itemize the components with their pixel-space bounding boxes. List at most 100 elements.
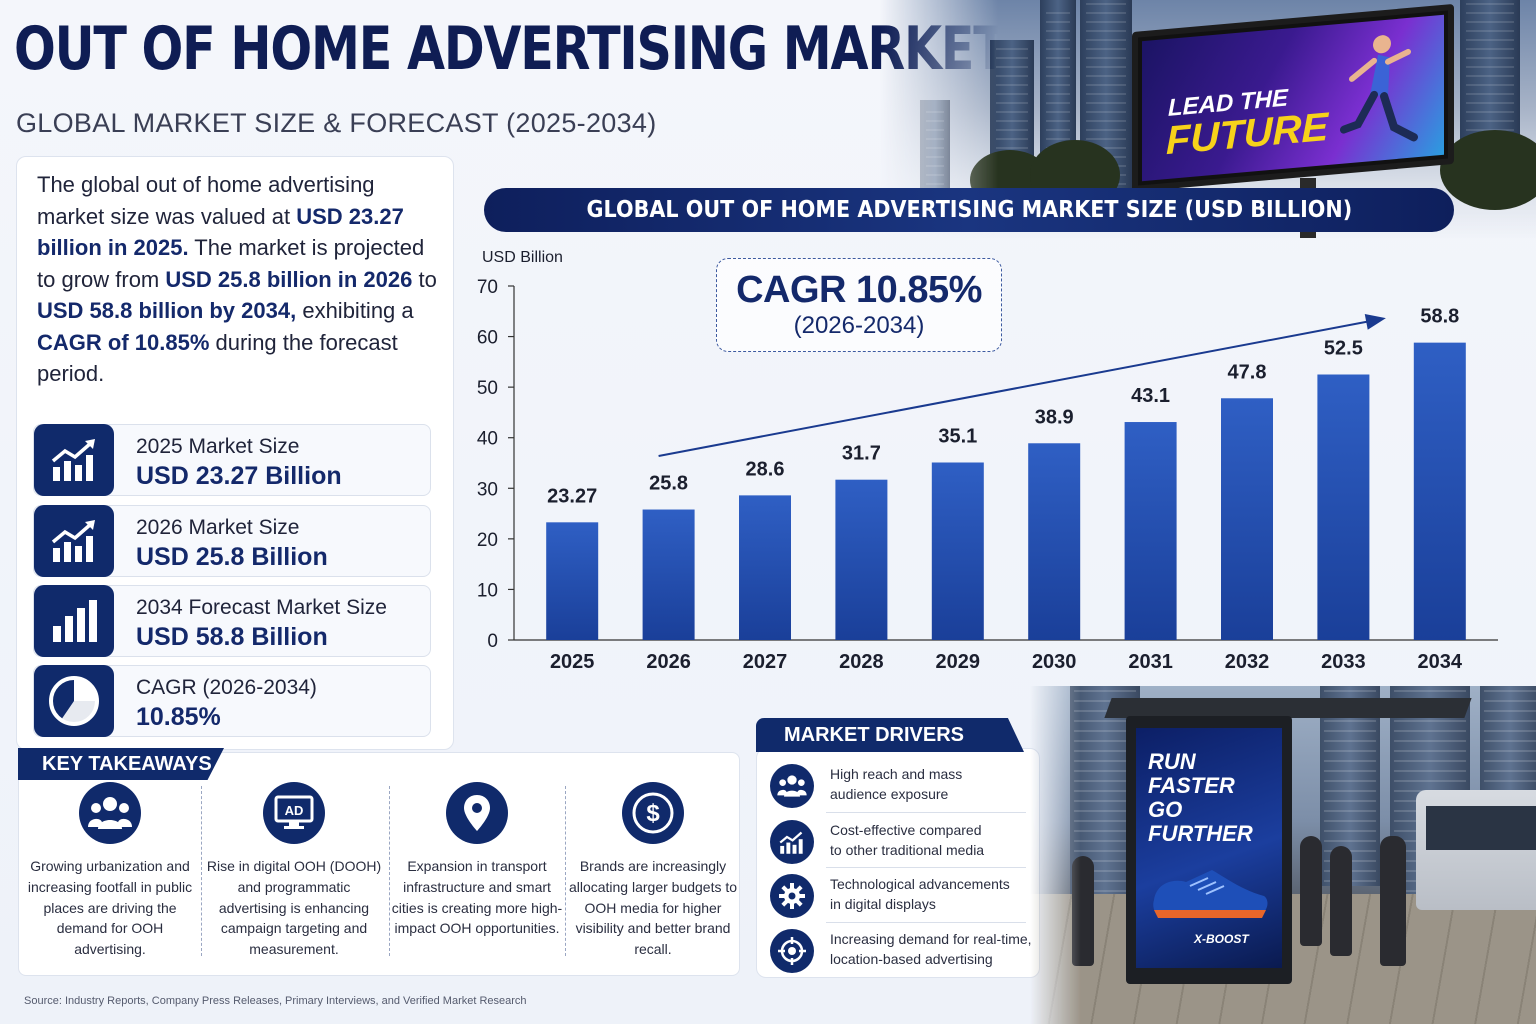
poster-text: FASTER (1148, 773, 1235, 798)
divider (389, 786, 390, 956)
y-tick-label: 60 (477, 328, 498, 349)
bar-2034 (1413, 342, 1466, 640)
market-drivers-header: MARKET DRIVERS (756, 718, 1024, 752)
stat-label: 2034 Forecast Market Size (136, 596, 387, 619)
dollar-coin-icon: $ (622, 782, 684, 844)
cost-chart-icon (770, 820, 814, 864)
cagr-trend-line (658, 317, 1383, 457)
x-tick-label: 2033 (1321, 651, 1366, 673)
people-group-icon (79, 782, 141, 844)
poster-text: RUN (1148, 749, 1196, 774)
key-takeaways-panel (18, 752, 740, 976)
divider (565, 786, 566, 956)
stat-card-2034: 2034 Forecast Market Size USD 58.8 Billi… (33, 585, 431, 657)
driver-text: Technological advancements in digital dis… (830, 876, 1010, 912)
y-tick-label: 0 (487, 631, 498, 652)
takeaway-transport: Expansion in transport infrastructure an… (387, 782, 567, 939)
stat-label: 2025 Market Size (136, 435, 300, 458)
data-label: 25.8 (649, 473, 688, 495)
stat-value: USD 23.27 Billion (136, 462, 342, 490)
chart-title: GLOBAL OUT OF HOME ADVERTISING MARKET SI… (586, 197, 1352, 223)
bar-chart-icon (34, 585, 114, 657)
summary-panel: The global out of home advertising marke… (16, 156, 454, 750)
driver-cost: Cost-effective compared to other traditio… (770, 816, 1028, 868)
y-tick-label: 20 (477, 530, 498, 551)
growth-chart-icon (34, 505, 114, 577)
data-label: 28.6 (746, 458, 785, 480)
bus-stop-ad-photo: RUN FASTER GO FURTHER X-BOOST (1030, 686, 1536, 1024)
cagr-arrowhead-icon (1364, 313, 1386, 330)
data-label: 52.5 (1324, 338, 1363, 360)
divider (826, 867, 1026, 868)
bar-2033 (1317, 374, 1370, 640)
bus-shelter: RUN FASTER GO FURTHER X-BOOST (1126, 716, 1292, 984)
takeaway-text: Growing urbanization and increasing foot… (27, 858, 193, 958)
poster-brand: X-BOOST (1194, 932, 1249, 946)
x-tick-label: 2032 (1225, 651, 1270, 673)
growth-chart-icon (34, 424, 114, 496)
cagr-annotation: CAGR 10.85% (2026-2034) (716, 258, 1002, 352)
cagr-period: (2026-2034) (793, 312, 925, 339)
city-billboard-photo: LEAD THE FUTURE (880, 0, 1536, 240)
y-tick-label: 30 (477, 479, 498, 500)
takeaway-budgets: $ Brands are increasingly allocating lar… (563, 782, 743, 960)
billboard: LEAD THE FUTURE (1132, 3, 1454, 193)
y-tick-label: 10 (477, 580, 498, 601)
bar-2027 (739, 495, 791, 640)
pie-chart-icon (34, 665, 114, 737)
cagr-value: CAGR 10.85% (736, 269, 982, 311)
market-size-bar-chart: USD Billion 0 10 20 30 40 50 60 70 23.27 2025 25.8… (477, 249, 1498, 673)
y-tick-label: 50 (477, 378, 498, 399)
stat-value: 10.85% (136, 703, 221, 731)
stat-card-2025: 2025 Market Size USD 23.27 Billion (33, 424, 431, 496)
digital-screen-label: AD (285, 803, 304, 818)
data-label: 38.9 (1035, 406, 1074, 428)
bar-2026 (642, 509, 695, 640)
takeaway-urbanization: Growing urbanization and increasing foot… (20, 782, 200, 960)
data-label: 23.27 (547, 485, 597, 507)
digital-screen-icon: AD (263, 782, 325, 844)
driver-technology: Technological advancements in digital dis… (770, 870, 1028, 922)
page-subtitle: GLOBAL MARKET SIZE & FORECAST (2025-2034… (16, 108, 657, 138)
stat-label: CAGR (2026-2034) (136, 676, 317, 699)
y-tick-label: 70 (477, 277, 498, 298)
x-tick-label: 2026 (646, 651, 691, 673)
stat-card-cagr: CAGR (2026-2034) 10.85% (33, 665, 431, 737)
stat-value: USD 25.8 Billion (136, 543, 328, 571)
stat-label: 2026 Market Size (136, 516, 300, 539)
bus (1416, 790, 1536, 910)
x-tick-label: 2034 (1418, 651, 1463, 673)
gear-icon (770, 874, 814, 918)
driver-reach: High reach and mass audience exposure (770, 760, 1028, 812)
stat-card-2026: 2026 Market Size USD 25.8 Billion (33, 505, 431, 577)
target-icon (770, 929, 814, 973)
bar-2032 (1221, 398, 1273, 640)
shoe-ad-poster: RUN FASTER GO FURTHER X-BOOST (1136, 728, 1282, 968)
chart-title-bar: GLOBAL OUT OF HOME ADVERTISING MARKET SI… (484, 188, 1454, 232)
divider (826, 922, 1026, 923)
data-label: 35.1 (938, 425, 977, 447)
svg-text:$: $ (646, 800, 660, 827)
bar-2028 (835, 479, 888, 640)
summary-paragraph: The global out of home advertising marke… (37, 172, 437, 386)
bar-2030 (1028, 443, 1081, 640)
takeaway-dooh: AD Rise in digital OOH (DOOH) and progra… (204, 782, 384, 960)
stat-value: USD 58.8 Billion (136, 623, 328, 651)
y-tick-label: 40 (477, 429, 498, 450)
data-label: 31.7 (842, 443, 881, 465)
source-note: Source: Industry Reports, Company Press … (24, 995, 527, 1007)
bar-2029 (931, 462, 984, 640)
driver-location: Increasing demand for real-time, location… (770, 925, 1032, 977)
x-tick-label: 2025 (550, 651, 595, 673)
takeaway-text: Expansion in transport infrastructure an… (391, 858, 563, 937)
takeaway-text: Rise in digital OOH (DOOH) and programma… (206, 858, 382, 958)
data-label: 58.8 (1420, 306, 1459, 328)
audience-icon (770, 764, 814, 808)
y-axis-label: USD Billion (482, 249, 563, 266)
bar-2025 (546, 522, 599, 640)
x-tick-label: 2029 (936, 651, 981, 673)
divider (826, 812, 1026, 813)
data-label: 43.1 (1131, 385, 1170, 407)
x-tick-label: 2028 (839, 651, 884, 673)
sneaker-icon (1153, 870, 1268, 918)
